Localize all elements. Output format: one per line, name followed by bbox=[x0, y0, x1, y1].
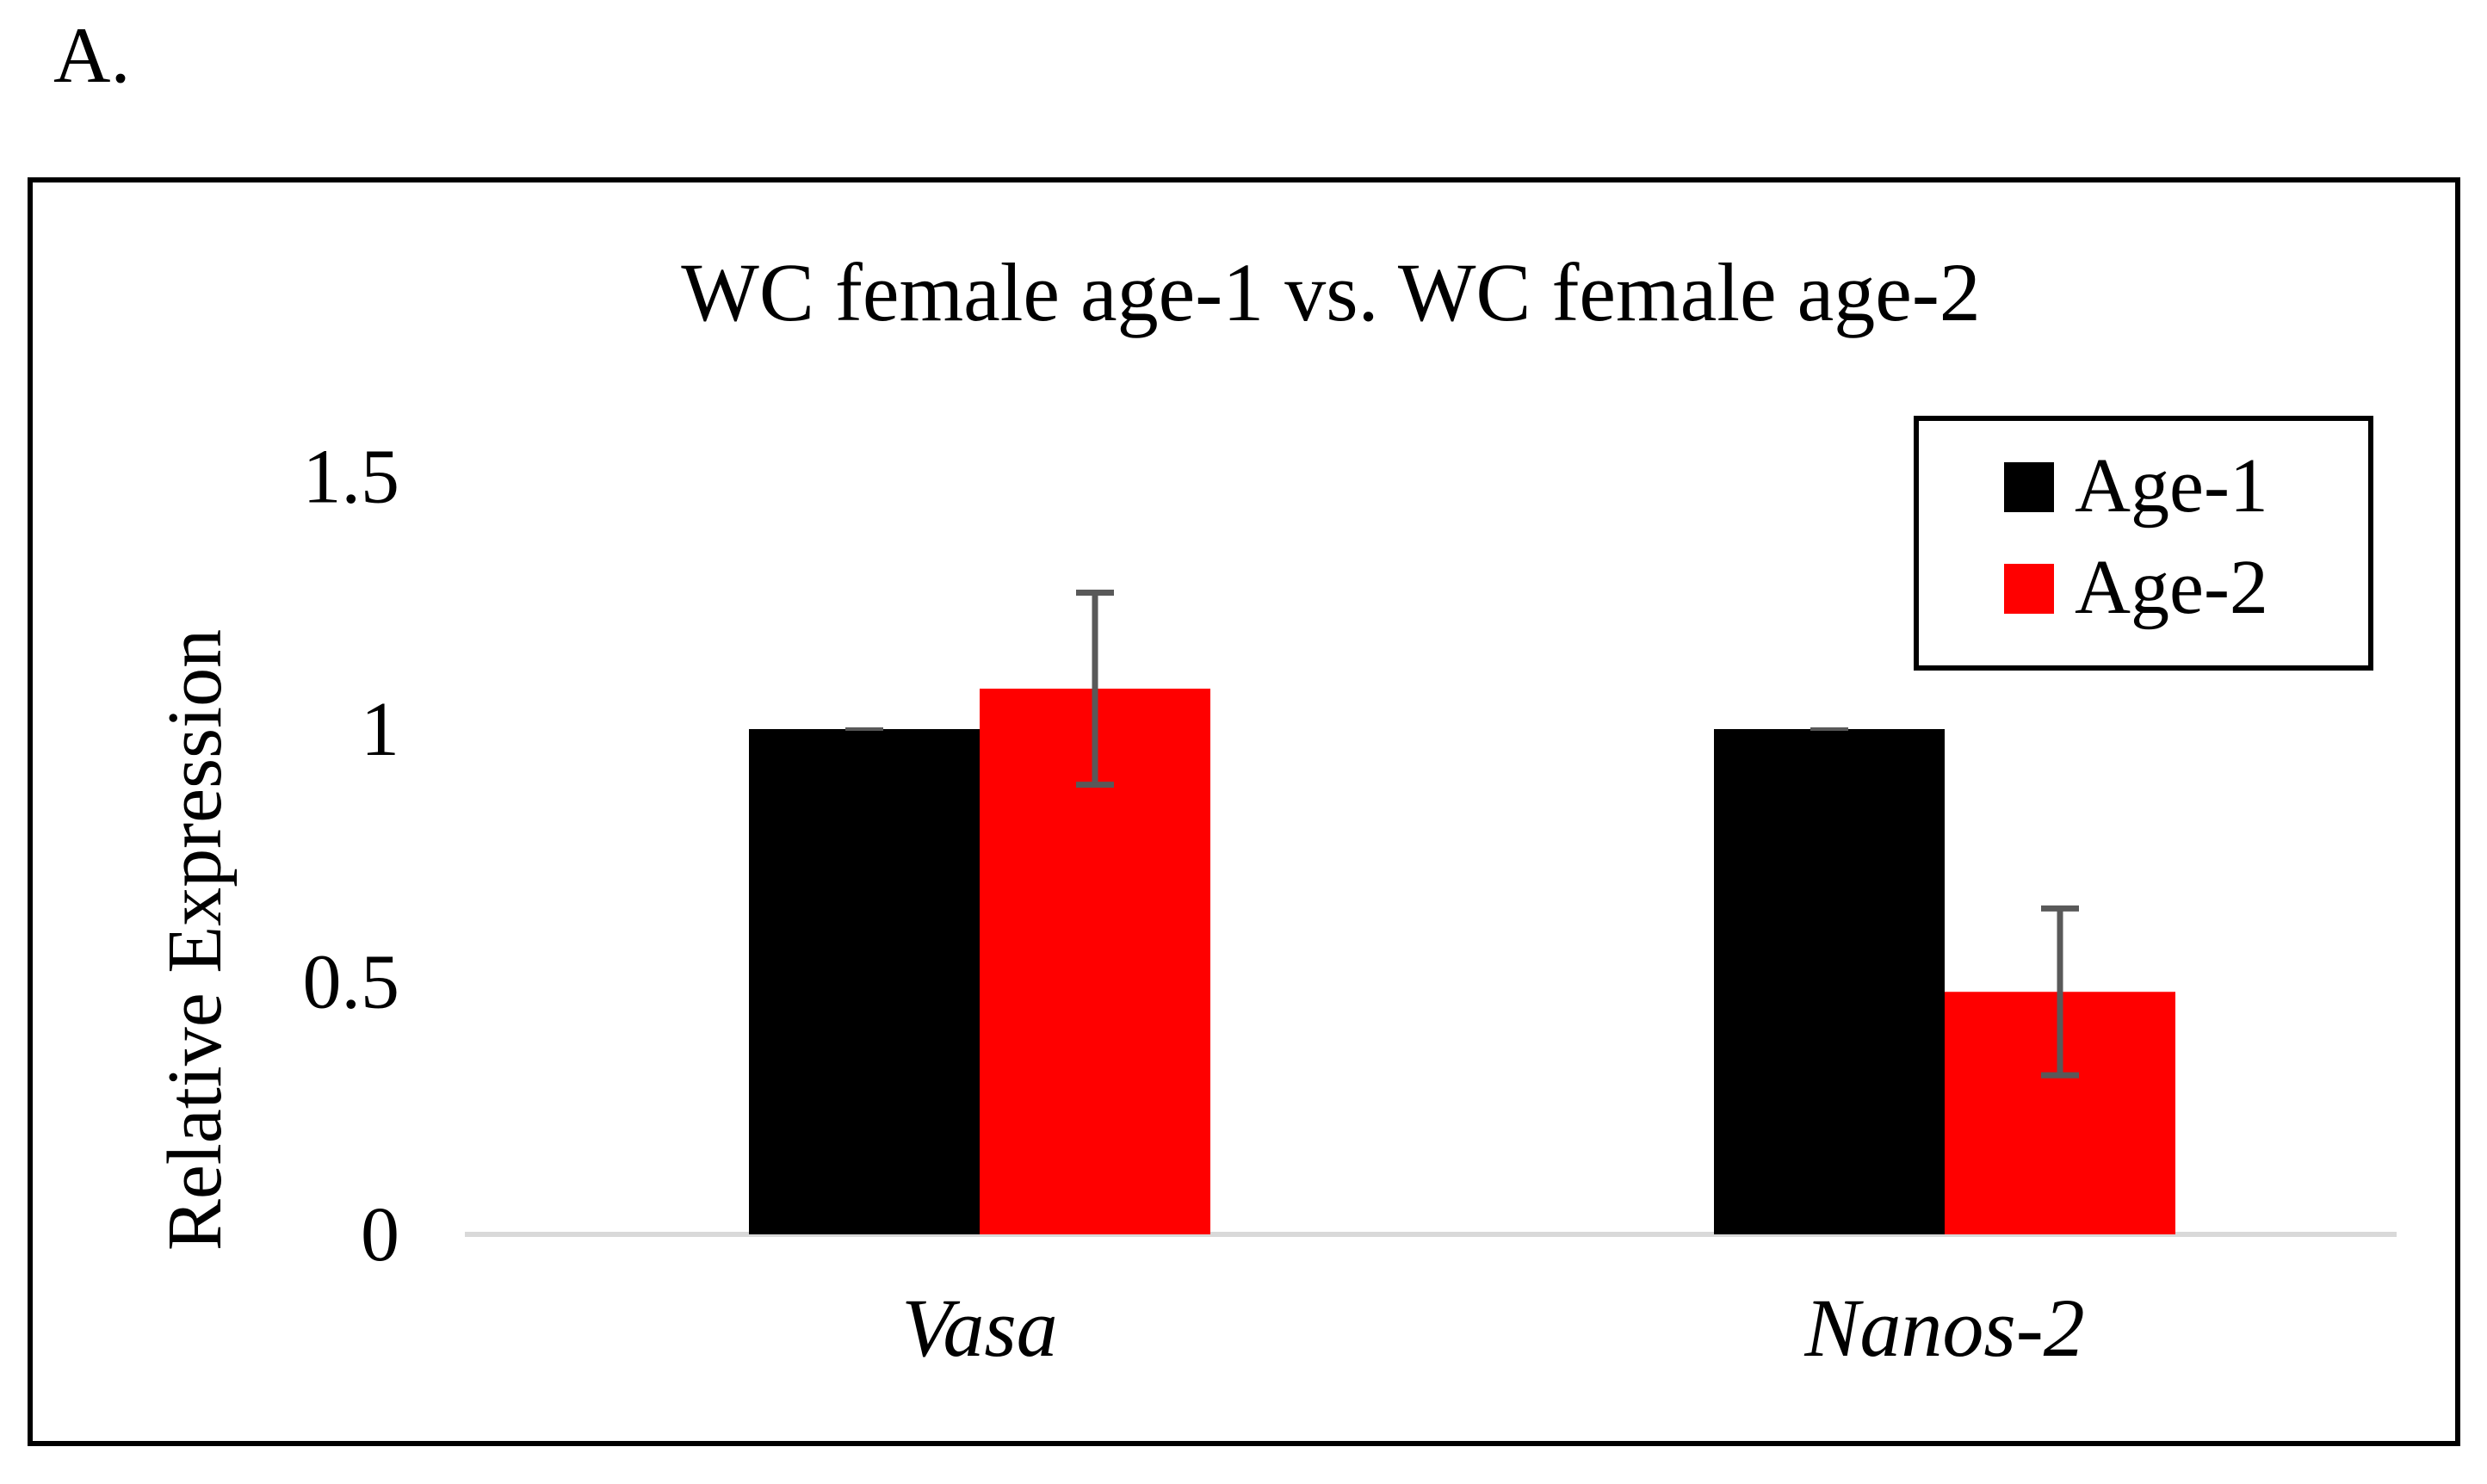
chart-frame: WC female age-1 vs. WC female age-2 Rela… bbox=[28, 177, 2460, 1446]
y-axis-label: Relative Expression bbox=[152, 629, 238, 1251]
x-tick-label-nanos-2: Nanos-2 bbox=[1803, 1282, 2084, 1374]
y-tick-label: 1 bbox=[361, 687, 399, 772]
bar-age-1-vasa bbox=[749, 729, 980, 1234]
bar-chart: WC female age-1 vs. WC female age-2 Rela… bbox=[152, 246, 2397, 1374]
x-tick-label-vasa: Vasa bbox=[901, 1282, 1057, 1374]
legend: Age-1 Age-2 bbox=[1914, 416, 2373, 671]
error-bars bbox=[845, 590, 2079, 1079]
y-tick-labels: 0 0.5 1 1.5 bbox=[303, 435, 400, 1278]
legend-label-age-2: Age-2 bbox=[2075, 545, 2268, 630]
bars bbox=[749, 689, 2175, 1234]
y-tick-label: 0.5 bbox=[303, 940, 400, 1025]
x-tick-labels: Vasa Nanos-2 bbox=[901, 1282, 2084, 1374]
bar-age-1-nanos-2 bbox=[1714, 729, 1945, 1234]
y-tick-label: 0 bbox=[361, 1192, 399, 1277]
legend-swatch-age-2 bbox=[2004, 564, 2054, 614]
y-tick-label: 1.5 bbox=[303, 435, 400, 520]
chart-title: WC female age-1 vs. WC female age-2 bbox=[681, 246, 1981, 338]
legend-swatch-age-1 bbox=[2004, 462, 2054, 512]
legend-label-age-1: Age-1 bbox=[2075, 443, 2268, 529]
legend-box bbox=[1914, 416, 2373, 671]
panel-label: A. bbox=[53, 11, 131, 99]
